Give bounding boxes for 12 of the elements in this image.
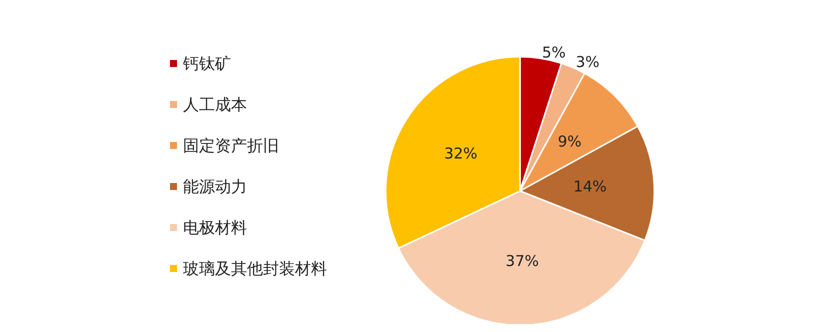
data-label: 14% [573, 178, 607, 196]
data-label: 32% [444, 144, 478, 162]
legend-label: 钙钛矿 [182, 54, 231, 73]
legend-label: 能源动力 [183, 177, 247, 196]
legend-label: 固定资产折旧 [183, 136, 279, 155]
data-label: 3% [576, 53, 600, 72]
legend-label: 电极材料 [183, 218, 247, 237]
legend-label: 人工成本 [183, 95, 247, 114]
data-label: 9% [558, 132, 582, 150]
legend-label: 玻璃及其他封装材料 [183, 259, 327, 278]
data-label: 5% [542, 43, 566, 62]
data-label: 37% [506, 252, 539, 270]
